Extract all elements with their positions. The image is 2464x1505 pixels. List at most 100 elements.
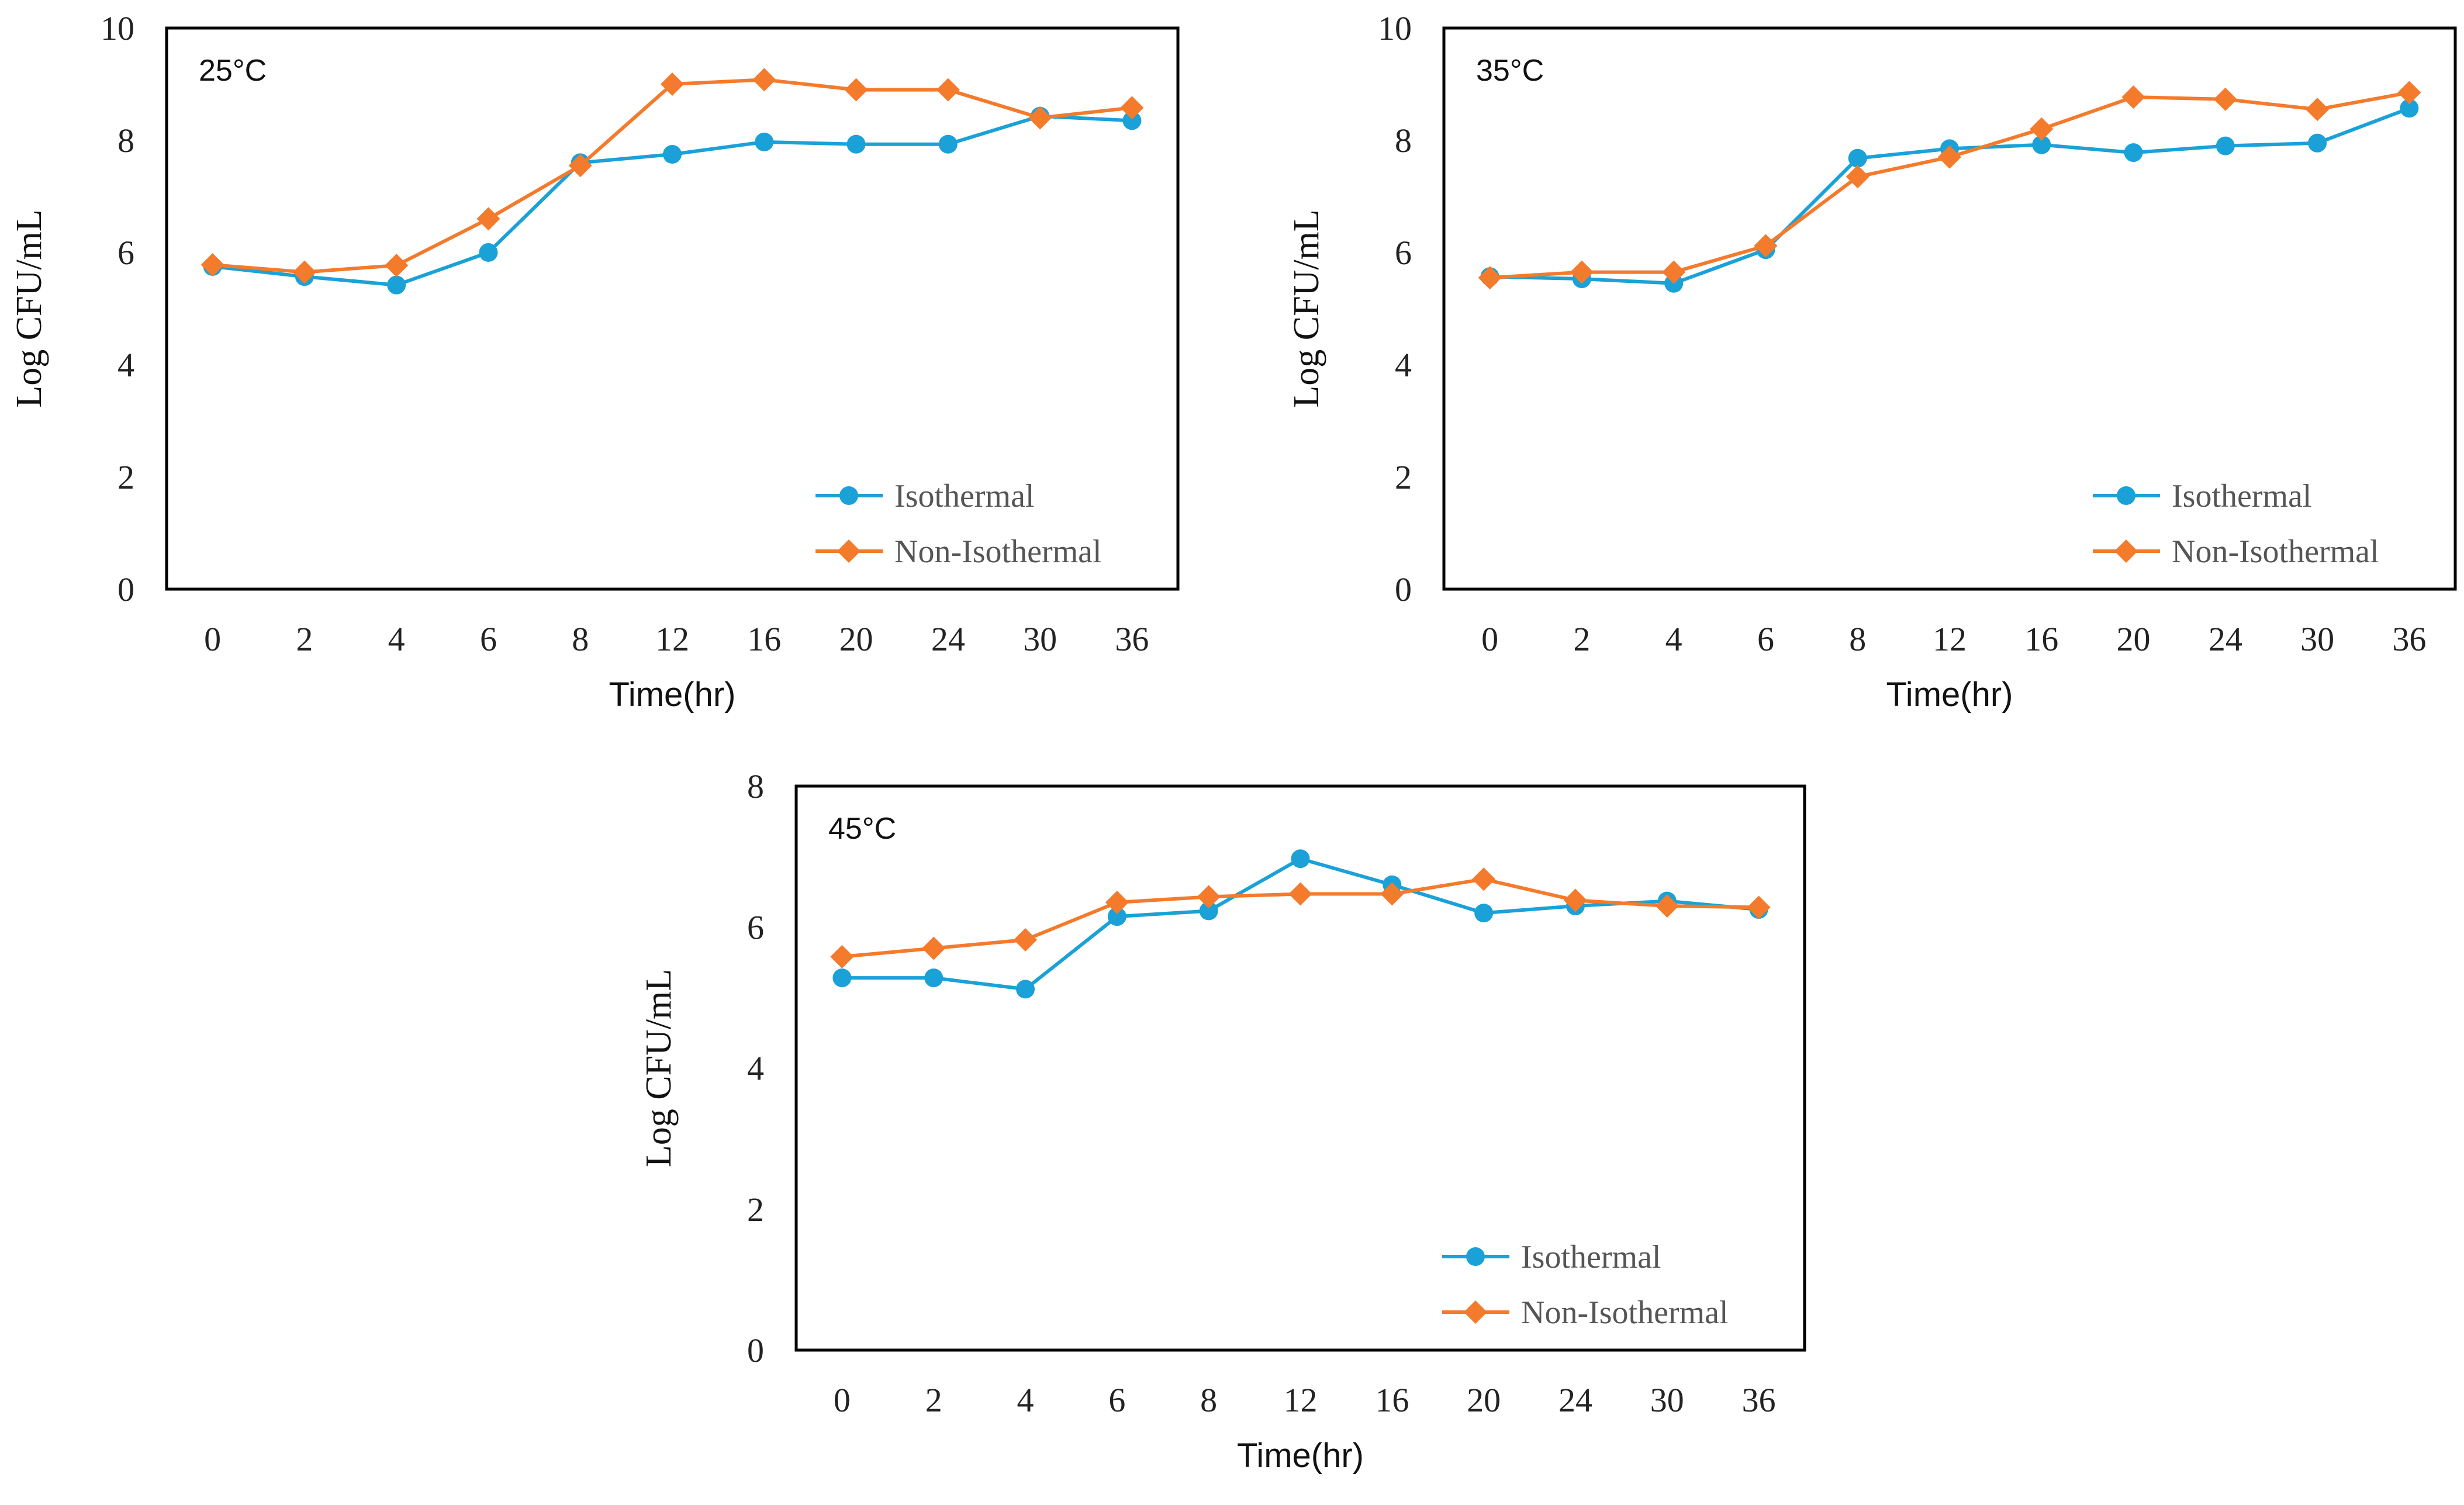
y-tick-label: 0 — [1395, 570, 1412, 608]
data-point — [922, 936, 946, 960]
data-point — [2030, 117, 2054, 141]
plot-frame — [794, 784, 1806, 1352]
data-point — [1655, 894, 1679, 918]
data-point — [1662, 260, 1686, 284]
y-tick-label: 0 — [747, 1331, 764, 1369]
data-point — [1938, 145, 1961, 169]
y-tick-label: 2 — [747, 1191, 764, 1229]
data-point — [1014, 928, 1038, 952]
data-point — [2121, 85, 2145, 109]
y-tick-label: 2 — [1395, 458, 1412, 496]
legend-marker — [839, 486, 858, 505]
x-tick-label: 12 — [1933, 620, 1967, 658]
data-point — [1288, 882, 1312, 906]
x-tick-label: 0 — [204, 620, 221, 658]
x-tick-label: 36 — [2392, 620, 2426, 658]
y-tick-label: 10 — [1378, 9, 1412, 47]
x-tick-label: 6 — [1757, 620, 1774, 658]
data-point — [1380, 882, 1404, 906]
data-point — [2032, 135, 2051, 154]
x-tick-label: 30 — [1023, 620, 1057, 658]
data-point — [830, 944, 854, 968]
legend: Isothermal Non-Isothermal — [1442, 1239, 1729, 1331]
y-tick-label: 6 — [118, 234, 134, 272]
legend-marker — [837, 539, 861, 563]
y-tick-label: 10 — [101, 9, 134, 47]
data-point — [479, 243, 498, 262]
series-line — [1490, 91, 2410, 280]
data-point — [385, 254, 409, 278]
x-tick-label: 24 — [931, 620, 965, 658]
x-tick-label: 8 — [572, 620, 589, 658]
data-point — [568, 154, 592, 178]
data-point — [1197, 885, 1221, 909]
data-point — [1107, 907, 1126, 926]
y-tick-label: 8 — [747, 767, 764, 805]
x-tick-label: 24 — [2209, 620, 2242, 658]
x-tick-label: 16 — [747, 620, 781, 658]
data-point — [1105, 891, 1129, 915]
data-point — [1028, 106, 1052, 130]
x-tick-label: 4 — [388, 620, 405, 658]
x-tick-label: 8 — [1200, 1381, 1217, 1419]
y-tick-label: 4 — [747, 1050, 764, 1088]
data-point — [2397, 81, 2421, 105]
series-line — [842, 857, 1759, 991]
x-tick-label: 12 — [1284, 1381, 1318, 1419]
data-point — [2213, 87, 2237, 111]
plot-frame — [165, 26, 1180, 591]
data-point — [663, 145, 682, 164]
x-tick-label: 0 — [1481, 620, 1498, 658]
data-point — [1474, 904, 1494, 923]
data-point — [1846, 165, 1869, 189]
plot-frame — [1442, 26, 2457, 591]
data-point — [1472, 867, 1496, 891]
series-line — [212, 114, 1132, 287]
data-point — [1563, 888, 1587, 912]
legend-marker — [1466, 1247, 1485, 1266]
data-point — [292, 260, 316, 284]
x-tick-label: 36 — [1115, 620, 1149, 658]
data-point — [938, 134, 958, 154]
data-point — [844, 78, 868, 102]
data-point — [752, 68, 776, 92]
x-tick-label: 6 — [480, 620, 497, 658]
x-tick-label: 12 — [655, 620, 689, 658]
y-axis-title: Log CFU/mL — [1287, 209, 1326, 407]
x-axis-title: Time(hr) — [1237, 1437, 1364, 1475]
legend-label: Non-Isothermal — [1521, 1295, 1729, 1331]
legend-label: Isothermal — [894, 478, 1034, 514]
panel-label: 35°C — [1476, 54, 1544, 88]
x-tick-label: 20 — [1467, 1381, 1501, 1419]
data-point — [476, 207, 500, 231]
x-tick-label: 16 — [1375, 1381, 1409, 1419]
data-point — [2306, 98, 2330, 122]
y-tick-label: 2 — [118, 458, 134, 496]
series-isothermal — [1480, 99, 2419, 293]
series-non-isothermal — [1478, 81, 2421, 290]
data-point — [846, 134, 866, 154]
data-point — [1122, 111, 1142, 130]
data-point — [1848, 148, 1867, 168]
y-tick-label: 6 — [747, 908, 764, 946]
series-non-isothermal — [201, 68, 1144, 284]
x-tick-label: 24 — [1558, 1381, 1592, 1419]
x-tick-label: 30 — [1650, 1381, 1684, 1419]
y-tick-label: 8 — [118, 122, 134, 160]
y-tick-label: 4 — [118, 346, 134, 384]
data-point — [1199, 901, 1218, 921]
panel-label: 45°C — [828, 812, 896, 846]
data-point — [2400, 99, 2419, 118]
data-point — [387, 275, 406, 295]
data-point — [661, 72, 684, 96]
legend-marker — [1464, 1300, 1487, 1324]
x-axis-title: Time(hr) — [609, 676, 736, 714]
legend-marker — [2114, 539, 2138, 563]
data-point — [1478, 266, 1502, 290]
x-tick-label: 4 — [1665, 620, 1682, 658]
data-point — [2216, 136, 2235, 155]
x-tick-label: 2 — [1573, 620, 1590, 658]
legend: Isothermal Non-Isothermal — [2093, 478, 2379, 570]
